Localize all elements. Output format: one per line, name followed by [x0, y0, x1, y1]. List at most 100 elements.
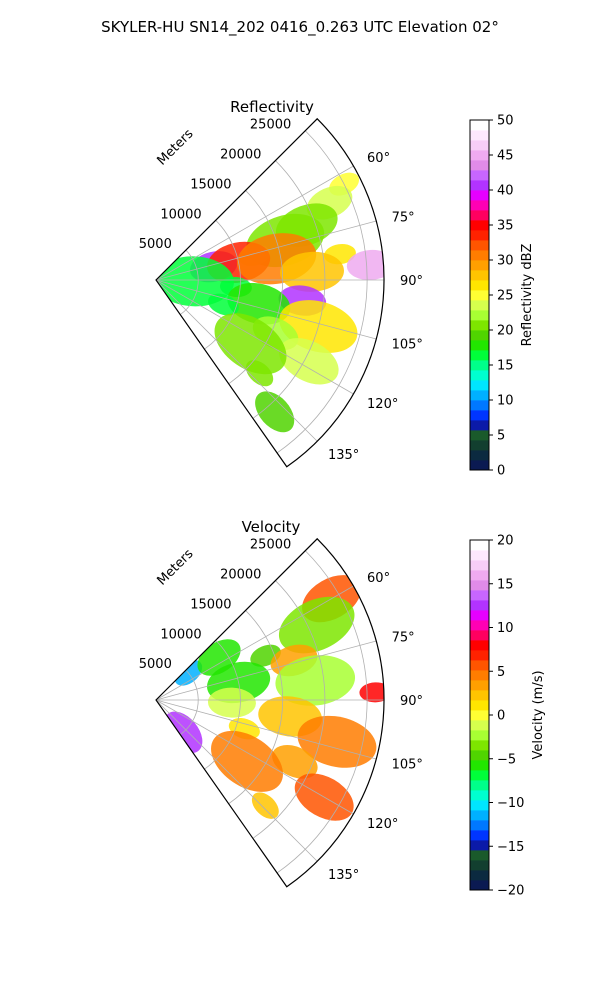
reflectivity-title: Reflectivity [230, 98, 314, 116]
azimuth-spoke [155, 220, 377, 281]
colorbar-segment [470, 280, 489, 291]
range-tick-label: 20000 [220, 568, 261, 583]
colorbar-tick-label: 20 [497, 534, 514, 549]
velocity-sector-frame [155, 537, 385, 888]
echo-region [251, 792, 279, 819]
azimuth-tick-label: 75° [392, 210, 415, 225]
azimuth-spoke [155, 165, 354, 281]
azimuth-tick-label: 105° [392, 338, 423, 353]
colorbar-segment [470, 240, 489, 251]
reflectivity-range-ticks: 5000 10000 15000 20000 25000 [139, 118, 292, 252]
echo-region [275, 655, 356, 706]
velocity-colorbar: −20 −15 −10 −5 0 5 10 15 20 [469, 534, 524, 899]
figure-suptitle: SKYLER-HU SN14_202 0416_0.263 UTC Elevat… [101, 18, 499, 37]
colorbar-segment [470, 230, 489, 241]
echo-region [245, 360, 274, 387]
colorbar-segment [470, 830, 489, 841]
echo-region [272, 744, 318, 779]
colorbar-segment [470, 690, 489, 701]
azimuth-tick-label: 60° [367, 571, 390, 586]
echo-region [278, 596, 355, 654]
colorbar-tick-label: 30 [497, 254, 514, 269]
colorbar-segment [470, 120, 489, 131]
colorbar-segment [470, 740, 489, 751]
colorbar-segment [470, 180, 489, 191]
range-ring [276, 550, 368, 874]
colorbar-tick-label: 10 [497, 621, 514, 636]
colorbar-segment [470, 760, 489, 771]
colorbar-segment [470, 270, 489, 281]
range-ring [276, 130, 368, 454]
reflectivity-colorbar: 0 5 10 15 20 25 30 35 40 45 50 [469, 114, 514, 479]
range-ring [204, 640, 241, 770]
colorbar-segment [470, 440, 489, 451]
azimuth-tick-label: 90° [400, 274, 423, 289]
colorbar-segment [470, 590, 489, 601]
colorbar-segment [470, 540, 489, 551]
colorbar-tick-label: 50 [497, 114, 514, 129]
azimuth-tick-label: 135° [328, 868, 359, 883]
velocity-title: Velocity [242, 518, 301, 536]
echo-region [255, 391, 295, 433]
reflectivity-panel: Reflectivity 5000 10000 15000 20000 25000 60… [139, 98, 535, 479]
echo-region [207, 687, 256, 718]
colorbar-segment [470, 310, 489, 321]
colorbar-segment [470, 210, 489, 221]
colorbar-segment [470, 200, 489, 211]
colorbar-segment [470, 400, 489, 411]
colorbar-segment [470, 290, 489, 301]
colorbar-tick-label: 10 [497, 394, 514, 409]
range-tick-label: 10000 [160, 207, 201, 222]
velocity-range-axis-label: Meters [155, 546, 197, 588]
colorbar-segment [470, 860, 489, 871]
range-tick-label: 10000 [160, 627, 201, 642]
colorbar-segment [470, 680, 489, 691]
reflectivity-colorbar-label: Reflectivity dBZ [520, 244, 535, 347]
colorbar-segment [470, 750, 489, 761]
azimuth-spoke [155, 699, 318, 862]
colorbar-segment [470, 320, 489, 331]
colorbar-tick-label: 35 [497, 219, 514, 234]
colorbar-tick-label: 15 [497, 359, 514, 374]
colorbar-tick-label: −15 [497, 840, 524, 855]
range-ring [204, 220, 241, 350]
colorbar-tick-label: −10 [497, 796, 524, 811]
colorbar-segment [470, 130, 489, 141]
velocity-grid [155, 550, 384, 874]
colorbar-segment [470, 880, 489, 891]
colorbar-segment [470, 430, 489, 441]
reflectivity-range-axis-label: Meters [155, 126, 197, 168]
range-ring [179, 249, 199, 315]
azimuth-spoke [155, 585, 354, 701]
colorbar-segment [470, 460, 489, 471]
colorbar-segment [470, 780, 489, 791]
colorbar-segment [470, 350, 489, 361]
colorbar-segment [470, 250, 489, 261]
velocity-panel: Velocity 5000 10000 15000 20000 25000 60° 75°… [139, 518, 546, 899]
azimuth-spoke [155, 640, 377, 701]
echo-region [211, 730, 283, 792]
azimuth-tick-label: 105° [392, 758, 423, 773]
colorbar-segment [470, 660, 489, 671]
colorbar-segment [470, 640, 489, 651]
colorbar-segment [470, 850, 489, 861]
colorbar-segment [470, 870, 489, 881]
range-ring [228, 610, 284, 805]
azimuth-tick-label: 135° [328, 448, 359, 463]
reflectivity-grid [155, 130, 384, 454]
colorbar-segment [470, 570, 489, 581]
range-tick-label: 20000 [220, 148, 261, 163]
colorbar-segment [470, 620, 489, 631]
colorbar-segment [470, 150, 489, 161]
range-tick-label: 25000 [250, 538, 291, 553]
range-ring [228, 190, 284, 385]
colorbar-segment [470, 650, 489, 661]
colorbar-tick-label: 40 [497, 184, 514, 199]
colorbar-tick-label: 25 [497, 289, 514, 304]
reflectivity-sector-frame [155, 117, 385, 468]
colorbar-tick-label: 5 [497, 665, 505, 680]
colorbar-segment [470, 790, 489, 801]
colorbar-tick-label: −20 [497, 884, 524, 899]
echo-region [280, 251, 344, 292]
